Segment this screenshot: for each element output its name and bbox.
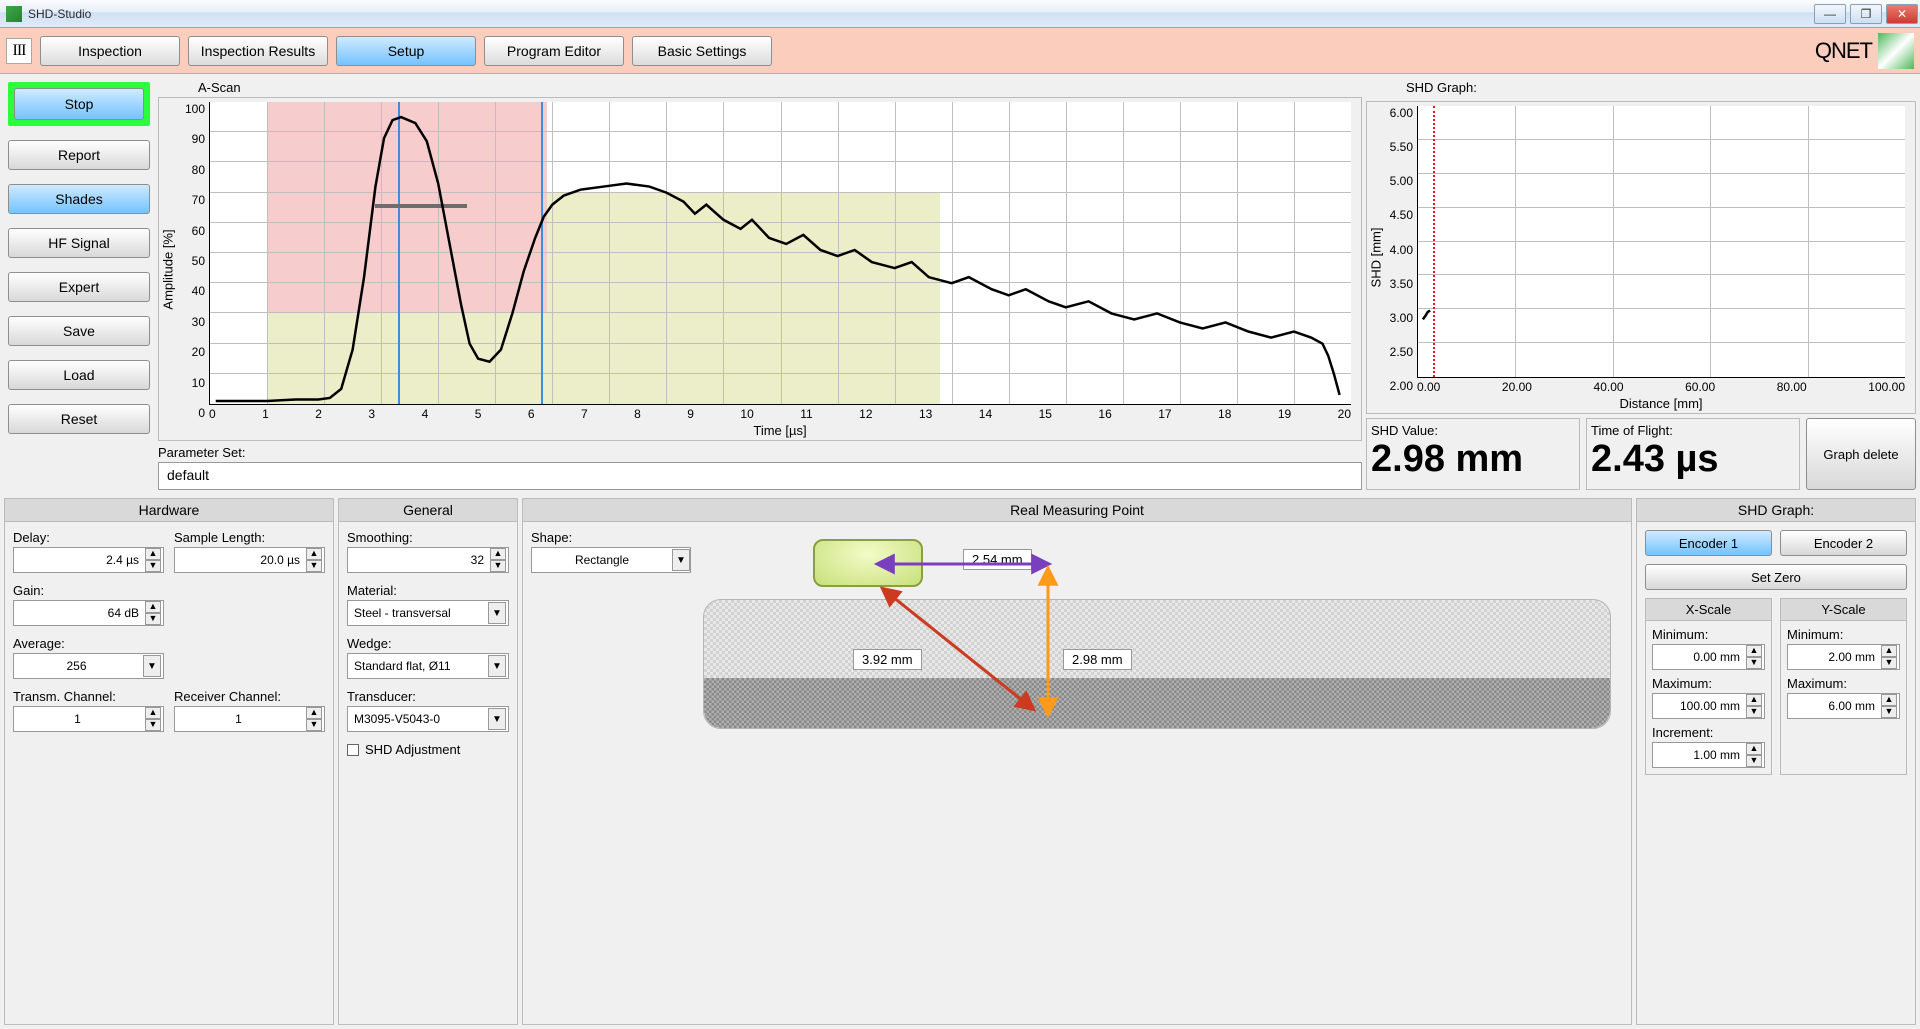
measurement-arrows <box>703 539 1611 1014</box>
left-button-column: Stop Report Shades HF Signal Expert Save… <box>4 78 154 490</box>
tof-box: Time of Flight: 2.43 µs <box>1586 418 1800 490</box>
shape-select[interactable]: Rectangle ▼ <box>531 547 691 573</box>
reset-button[interactable]: Reset <box>8 404 150 434</box>
measuring-panel: Real Measuring Point Shape: Rectangle ▼ … <box>522 498 1632 1025</box>
ascan-title: A-Scan <box>198 80 1362 95</box>
brand: QNET <box>1815 33 1914 69</box>
window-close-button[interactable]: ✕ <box>1886 4 1918 24</box>
x-inc-input[interactable]: 1.00 mm▲▼ <box>1652 742 1765 768</box>
x-inc-label: Increment: <box>1652 725 1765 740</box>
window-minimize-button[interactable]: — <box>1814 4 1846 24</box>
shades-button[interactable]: Shades <box>8 184 150 214</box>
measuring-header: Real Measuring Point <box>523 499 1631 522</box>
y-max-label: Maximum: <box>1787 676 1900 691</box>
material-select[interactable]: Steel - transversal▼ <box>347 600 509 626</box>
receiver-channel-label: Receiver Channel: <box>174 689 325 704</box>
shd-value-box: SHD Value: 2.98 mm <box>1366 418 1580 490</box>
sample-length-label: Sample Length: <box>174 530 325 545</box>
ascan-panel: A-Scan Amplitude [%] 1009080706050403020… <box>158 78 1362 490</box>
transm-channel-label: Transm. Channel: <box>13 689 164 704</box>
transducer-select[interactable]: M3095-V5043-0▼ <box>347 706 509 732</box>
average-input[interactable]: 256▼ <box>13 653 164 679</box>
receiver-channel-input[interactable]: 1▲▼ <box>174 706 325 732</box>
tab-setup[interactable]: Setup <box>336 36 476 66</box>
expert-button[interactable]: Expert <box>8 272 150 302</box>
shd-plot-area[interactable] <box>1417 106 1905 378</box>
shd-settings-header: SHD Graph: <box>1637 499 1915 522</box>
x-min-input[interactable]: 0.00 mm▲▼ <box>1652 644 1765 670</box>
measuring-visualization: 2.54 mm 3.92 mm 2.98 mm <box>703 539 1611 1014</box>
graph-delete-button[interactable]: Graph delete <box>1806 418 1916 490</box>
main-menu-icon[interactable]: III <box>6 38 32 64</box>
window-title: SHD-Studio <box>28 7 91 21</box>
shd-adjustment-checkbox[interactable]: SHD Adjustment <box>347 742 509 757</box>
load-button[interactable]: Load <box>8 360 150 390</box>
gain-input[interactable]: 64 dB▲▼ <box>13 600 164 626</box>
tof-value: 2.43 µs <box>1591 438 1795 481</box>
general-panel: General Smoothing: 32▲▼ Material: Steel … <box>338 498 518 1025</box>
checkbox-icon <box>347 744 359 756</box>
tab-inspection[interactable]: Inspection <box>40 36 180 66</box>
wedge-select[interactable]: Standard flat, Ø11▼ <box>347 653 509 679</box>
smoothing-input[interactable]: 32▲▼ <box>347 547 509 573</box>
ascan-y-axis: 1009080706050403020100 <box>177 98 209 440</box>
x-scale-header: X-Scale <box>1646 599 1771 621</box>
stop-button-highlight: Stop <box>8 82 150 126</box>
ascan-y-label: Amplitude [%] <box>159 98 177 440</box>
parameter-set-value[interactable]: default <box>158 462 1362 490</box>
parameter-set: Parameter Set: default <box>158 445 1362 490</box>
window-titlebar: SHD-Studio — ❐ ✕ <box>0 0 1920 28</box>
shd-x-axis: 0.0020.0040.0060.0080.00100.00 <box>1417 380 1905 394</box>
report-button[interactable]: Report <box>8 140 150 170</box>
x-max-label: Maximum: <box>1652 676 1765 691</box>
tab-inspection-results[interactable]: Inspection Results <box>188 36 328 66</box>
parameter-set-label: Parameter Set: <box>158 445 1362 460</box>
shd-y-label: SHD [mm] <box>1367 102 1385 413</box>
tab-basic-settings[interactable]: Basic Settings <box>632 36 772 66</box>
shd-value: 2.98 mm <box>1371 438 1575 481</box>
material-label: Material: <box>347 583 509 598</box>
shd-settings-panel: SHD Graph: Encoder 1 Encoder 2 Set Zero … <box>1636 498 1916 1025</box>
hf-signal-button[interactable]: HF Signal <box>8 228 150 258</box>
average-label: Average: <box>13 636 164 651</box>
ascan-plot-area[interactable] <box>209 102 1351 405</box>
smoothing-label: Smoothing: <box>347 530 509 545</box>
sample-length-input[interactable]: 20.0 µs▲▼ <box>174 547 325 573</box>
y-scale-header: Y-Scale <box>1781 599 1906 621</box>
encoder-2-button[interactable]: Encoder 2 <box>1780 530 1907 556</box>
shd-value-label: SHD Value: <box>1371 423 1575 438</box>
y-min-input[interactable]: 2.00 mm▲▼ <box>1787 644 1900 670</box>
gain-label: Gain: <box>13 583 164 598</box>
general-header: General <box>339 499 517 522</box>
delay-input[interactable]: 2.4 µs▲▼ <box>13 547 164 573</box>
hardware-panel: Hardware Delay: 2.4 µs▲▼ Gain: 64 dB▲▼ A… <box>4 498 334 1025</box>
stop-button[interactable]: Stop <box>14 88 144 120</box>
x-min-label: Minimum: <box>1652 627 1765 642</box>
encoder-1-button[interactable]: Encoder 1 <box>1645 530 1772 556</box>
transducer-label: Transducer: <box>347 689 509 704</box>
window-maximize-button[interactable]: ❐ <box>1850 4 1882 24</box>
brand-text: QNET <box>1815 38 1872 64</box>
shd-graph-title: SHD Graph: <box>1406 80 1916 95</box>
x-max-input[interactable]: 100.00 mm▲▼ <box>1652 693 1765 719</box>
transm-channel-input[interactable]: 1▲▼ <box>13 706 164 732</box>
wedge-label: Wedge: <box>347 636 509 651</box>
shd-x-label: Distance [mm] <box>1417 396 1905 411</box>
delay-label: Delay: <box>13 530 164 545</box>
hardware-header: Hardware <box>5 499 333 522</box>
shd-y-axis: 6.005.505.004.504.003.503.002.502.00 <box>1385 102 1417 413</box>
save-button[interactable]: Save <box>8 316 150 346</box>
set-zero-button[interactable]: Set Zero <box>1645 564 1907 590</box>
brand-logo-icon <box>1878 33 1914 69</box>
ascan-x-label: Time [µs] <box>209 423 1351 438</box>
tof-label: Time of Flight: <box>1591 423 1795 438</box>
ascan-x-axis: 01234567891011121314151617181920 <box>209 407 1351 421</box>
y-min-label: Minimum: <box>1787 627 1900 642</box>
tab-program-editor[interactable]: Program Editor <box>484 36 624 66</box>
app-icon <box>6 6 22 22</box>
top-toolbar: III Inspection Inspection Results Setup … <box>0 28 1920 74</box>
y-max-input[interactable]: 6.00 mm▲▼ <box>1787 693 1900 719</box>
